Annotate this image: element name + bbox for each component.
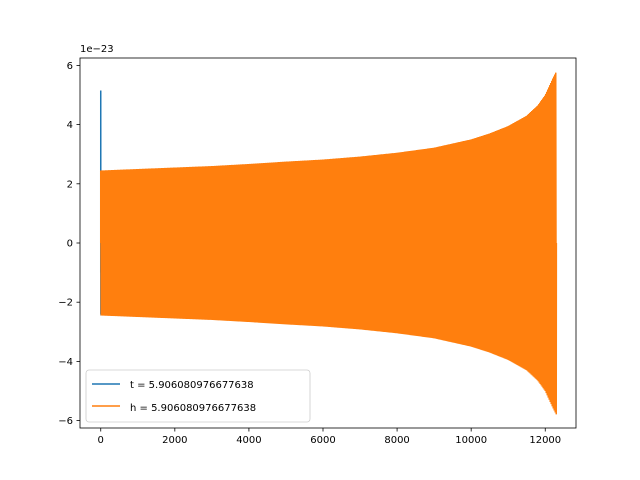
y-tick-label: −2: [58, 298, 73, 309]
y-tick-label: 2: [67, 179, 73, 190]
legend-label-t: t = 5.906080976677638: [130, 380, 254, 391]
y-tick-label: −4: [58, 357, 73, 368]
y-tick-label: 6: [67, 61, 73, 72]
legend: t = 5.906080976677638 h = 5.906080976677…: [85, 369, 311, 423]
x-tick-label: 2000: [162, 435, 187, 446]
x-tick-label: 10000: [455, 435, 487, 446]
x-tick-label: 8000: [384, 435, 409, 446]
plot-area: [99, 72, 558, 415]
y-tick-label: −6: [58, 416, 73, 427]
y-axis: −6 −4 −2 0 2 4 6: [58, 61, 80, 427]
y-tick-label: 4: [67, 120, 73, 131]
x-tick-label: 6000: [310, 435, 335, 446]
legend-label-h: h = 5.906080976677638: [130, 403, 256, 414]
y-offset-label: 1e−23: [80, 44, 114, 55]
x-tick-label: 4000: [236, 435, 261, 446]
x-tick-label: 12000: [529, 435, 561, 446]
legend-box: [85, 369, 311, 423]
x-axis: 0 2000 4000 6000 8000 10000 12000: [98, 428, 561, 446]
x-tick-label: 0: [98, 435, 104, 446]
y-tick-label: 0: [67, 239, 73, 250]
series-line-h: [99, 72, 558, 415]
